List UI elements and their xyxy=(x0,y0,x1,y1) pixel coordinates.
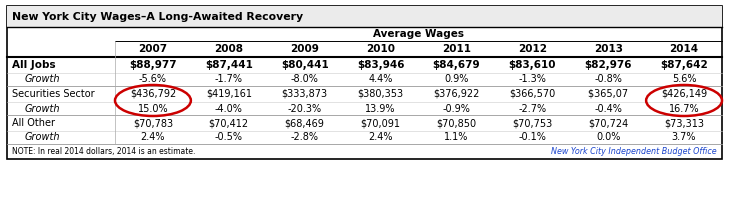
Text: $83,946: $83,946 xyxy=(356,60,405,70)
Text: $376,922: $376,922 xyxy=(433,89,480,99)
Text: $82,976: $82,976 xyxy=(585,60,632,70)
Text: -0.5%: -0.5% xyxy=(215,132,243,142)
Text: 2011: 2011 xyxy=(442,44,471,54)
Text: 2007: 2007 xyxy=(139,44,168,54)
Text: $70,412: $70,412 xyxy=(208,118,249,128)
Text: 0.9%: 0.9% xyxy=(444,74,469,85)
Text: -0.4%: -0.4% xyxy=(594,103,622,113)
Text: 2013: 2013 xyxy=(593,44,623,54)
Text: 3.7%: 3.7% xyxy=(672,132,696,142)
Text: $87,441: $87,441 xyxy=(205,60,253,70)
Text: -0.1%: -0.1% xyxy=(518,132,546,142)
Text: -1.7%: -1.7% xyxy=(215,74,243,85)
Text: $70,850: $70,850 xyxy=(437,118,477,128)
Text: $84,679: $84,679 xyxy=(432,60,480,70)
Text: $70,724: $70,724 xyxy=(588,118,628,128)
Text: -0.9%: -0.9% xyxy=(443,103,470,113)
Text: $426,149: $426,149 xyxy=(661,89,707,99)
Text: $73,313: $73,313 xyxy=(664,118,704,128)
Text: $436,792: $436,792 xyxy=(130,89,176,99)
Text: Average Wages: Average Wages xyxy=(373,29,464,39)
Text: -0.8%: -0.8% xyxy=(594,74,622,85)
Text: 0.0%: 0.0% xyxy=(596,132,620,142)
Text: -4.0%: -4.0% xyxy=(215,103,243,113)
Text: -1.3%: -1.3% xyxy=(518,74,546,85)
Text: 13.9%: 13.9% xyxy=(365,103,396,113)
Text: -5.6%: -5.6% xyxy=(139,74,167,85)
Text: -2.7%: -2.7% xyxy=(518,103,546,113)
Text: Growth: Growth xyxy=(25,74,61,85)
Text: 2.4%: 2.4% xyxy=(368,132,393,142)
Text: $70,091: $70,091 xyxy=(361,118,400,128)
Text: 2009: 2009 xyxy=(290,44,319,54)
Text: Growth: Growth xyxy=(25,132,61,142)
Bar xyxy=(7,6,722,159)
Text: $83,610: $83,610 xyxy=(509,60,556,70)
Text: $70,783: $70,783 xyxy=(133,118,173,128)
Text: 5.6%: 5.6% xyxy=(672,74,696,85)
Text: All Jobs: All Jobs xyxy=(12,60,55,70)
Text: $87,642: $87,642 xyxy=(660,60,708,70)
Bar xyxy=(7,6,722,27)
Text: $88,977: $88,977 xyxy=(129,60,176,70)
Text: 2010: 2010 xyxy=(366,44,395,54)
Text: $365,07⁠: $365,07⁠ xyxy=(588,89,628,99)
Text: $80,441: $80,441 xyxy=(281,60,329,70)
Text: 1.1%: 1.1% xyxy=(444,132,469,142)
Text: 16.7%: 16.7% xyxy=(668,103,699,113)
Text: All Other: All Other xyxy=(12,118,55,128)
Text: $333,873: $333,873 xyxy=(281,89,328,99)
Text: $70,753: $70,753 xyxy=(512,118,553,128)
Text: $68,469: $68,469 xyxy=(285,118,324,128)
Text: -20.3%: -20.3% xyxy=(288,103,321,113)
Text: 2014: 2014 xyxy=(669,44,698,54)
Text: 2012: 2012 xyxy=(518,44,547,54)
Text: New York City Independent Budget Office: New York City Independent Budget Office xyxy=(551,147,717,156)
Text: New York City Wages–A Long-Awaited Recovery: New York City Wages–A Long-Awaited Recov… xyxy=(12,11,303,21)
Text: -2.8%: -2.8% xyxy=(291,132,319,142)
Text: NOTE: In real 2014 dollars, 2014 is an estimate.: NOTE: In real 2014 dollars, 2014 is an e… xyxy=(12,147,195,156)
Text: $380,353: $380,353 xyxy=(357,89,404,99)
Text: $366,570: $366,570 xyxy=(509,89,555,99)
Text: 2.4%: 2.4% xyxy=(141,132,165,142)
Text: Growth: Growth xyxy=(25,103,61,113)
Text: 4.4%: 4.4% xyxy=(368,74,393,85)
Text: $419,161: $419,161 xyxy=(206,89,252,99)
Text: -8.0%: -8.0% xyxy=(291,74,319,85)
Text: 2008: 2008 xyxy=(214,44,243,54)
Text: 15.0%: 15.0% xyxy=(138,103,168,113)
Text: Securities Sector: Securities Sector xyxy=(12,89,95,99)
